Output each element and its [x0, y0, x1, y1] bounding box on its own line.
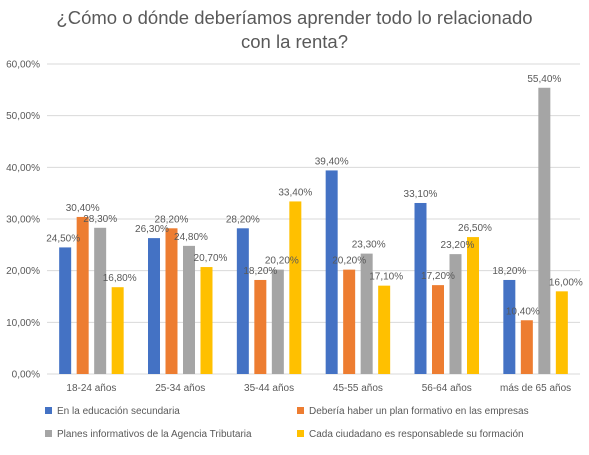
chart-title-line-1: ¿Cómo o dónde deberíamos aprender todo l… [56, 7, 532, 28]
legend-swatch-2 [45, 430, 52, 437]
data-label-2-0: 28,20% [226, 214, 260, 225]
legend-label-1: Debería haber un plan formativo en las e… [309, 406, 529, 417]
bar-1-1 [165, 228, 178, 374]
legend-label-2: Planes informativos de la Agencia Tribut… [57, 429, 252, 440]
data-label-1-3: 20,70% [194, 253, 228, 264]
data-label-1-1: 28,20% [155, 214, 189, 225]
y-tick-label-1: 10,00% [6, 318, 40, 329]
bar-3-1 [343, 269, 356, 374]
data-label-3-1: 20,20% [332, 256, 366, 267]
data-label-0-2: 28,30% [83, 214, 117, 225]
bar-5-3 [555, 291, 568, 374]
data-labels: 24,50%30,40%28,30%16,80%26,30%28,20%24,8… [46, 74, 583, 317]
x-axis-category-labels: 18-24 años 25-34 años 35-44 años 45-55 años… [66, 383, 571, 394]
y-tick-label-6: 60,00% [6, 60, 40, 71]
legend-swatch-1 [297, 407, 304, 414]
data-label-3-2: 23,30% [352, 240, 386, 251]
data-label-4-2: 23,20% [441, 240, 475, 251]
bar-2-0 [236, 228, 249, 374]
bars [59, 87, 568, 375]
data-label-0-3: 16,80% [103, 273, 137, 284]
bar-0-0 [59, 247, 72, 374]
category-label-3: 45-55 años [333, 383, 383, 394]
bar-2-3 [289, 201, 302, 374]
data-label-0-1: 30,40% [66, 203, 100, 214]
chart-title-line-2: con la renta? [241, 31, 348, 52]
category-label-2: 35-44 años [244, 383, 294, 394]
data-label-5-3: 16,00% [549, 277, 583, 288]
category-label-4: 56-64 años [422, 383, 472, 394]
bar-3-0 [325, 170, 338, 374]
bar-4-0 [414, 202, 427, 374]
y-axis-tick-labels: 0,00% 10,00% 20,00% 30,00% 40,00% 50,00% 60,00… [6, 60, 40, 381]
bar-4-1 [432, 285, 444, 374]
data-label-3-3: 17,10% [369, 272, 403, 283]
legend-swatch-3 [297, 430, 304, 437]
data-label-5-1: 10,40% [506, 306, 540, 317]
bar-0-3 [111, 287, 124, 374]
y-tick-label-5: 50,00% [6, 111, 40, 122]
bar-2-2 [271, 269, 284, 374]
data-label-5-0: 18,20% [492, 266, 526, 277]
bar-3-3 [378, 285, 391, 374]
chart-title-group: ¿Cómo o dónde deberíamos aprender todo l… [56, 7, 532, 52]
data-label-0-0: 24,50% [46, 233, 80, 244]
category-label-5: más de 65 años [500, 383, 571, 394]
bar-2-1 [254, 279, 267, 374]
y-tick-label-3: 30,00% [6, 215, 40, 226]
legend-label-0: En la educación secundaria [57, 406, 180, 417]
data-label-1-2: 24,80% [174, 232, 208, 243]
category-label-0: 18-24 años [66, 383, 116, 394]
data-label-1-0: 26,30% [135, 224, 169, 235]
data-label-2-3: 33,40% [278, 187, 312, 198]
y-tick-label-0: 0,00% [12, 370, 40, 381]
bar-1-0 [148, 238, 160, 374]
data-label-4-3: 26,50% [458, 223, 492, 234]
bar-1-3 [200, 267, 213, 374]
legend-label-3: Cada ciudadano es responsablede su forma… [309, 429, 524, 440]
data-label-4-0: 33,10% [404, 189, 438, 200]
legend-swatch-0 [45, 407, 52, 414]
y-tick-label-2: 20,00% [6, 266, 40, 277]
category-label-1: 25-34 años [155, 383, 205, 394]
legend: En la educación secundaria Debería haber … [45, 406, 529, 440]
gridlines [47, 63, 580, 375]
data-label-5-2: 55,40% [527, 74, 561, 85]
bar-0-2 [94, 227, 107, 374]
data-label-2-1: 18,20% [243, 266, 277, 277]
bar-4-3 [467, 237, 479, 374]
y-tick-label-4: 40,00% [6, 163, 40, 174]
data-label-4-1: 17,20% [421, 271, 455, 282]
bar-5-1 [520, 320, 533, 374]
bar-4-2 [449, 254, 462, 374]
bar-0-1 [76, 216, 89, 374]
bar-5-0 [503, 279, 516, 374]
bar-1-2 [183, 245, 195, 374]
bar-5-2 [538, 87, 551, 375]
data-label-3-0: 39,40% [315, 156, 349, 167]
data-label-2-2: 20,20% [265, 256, 299, 267]
bar-3-2 [360, 253, 373, 374]
